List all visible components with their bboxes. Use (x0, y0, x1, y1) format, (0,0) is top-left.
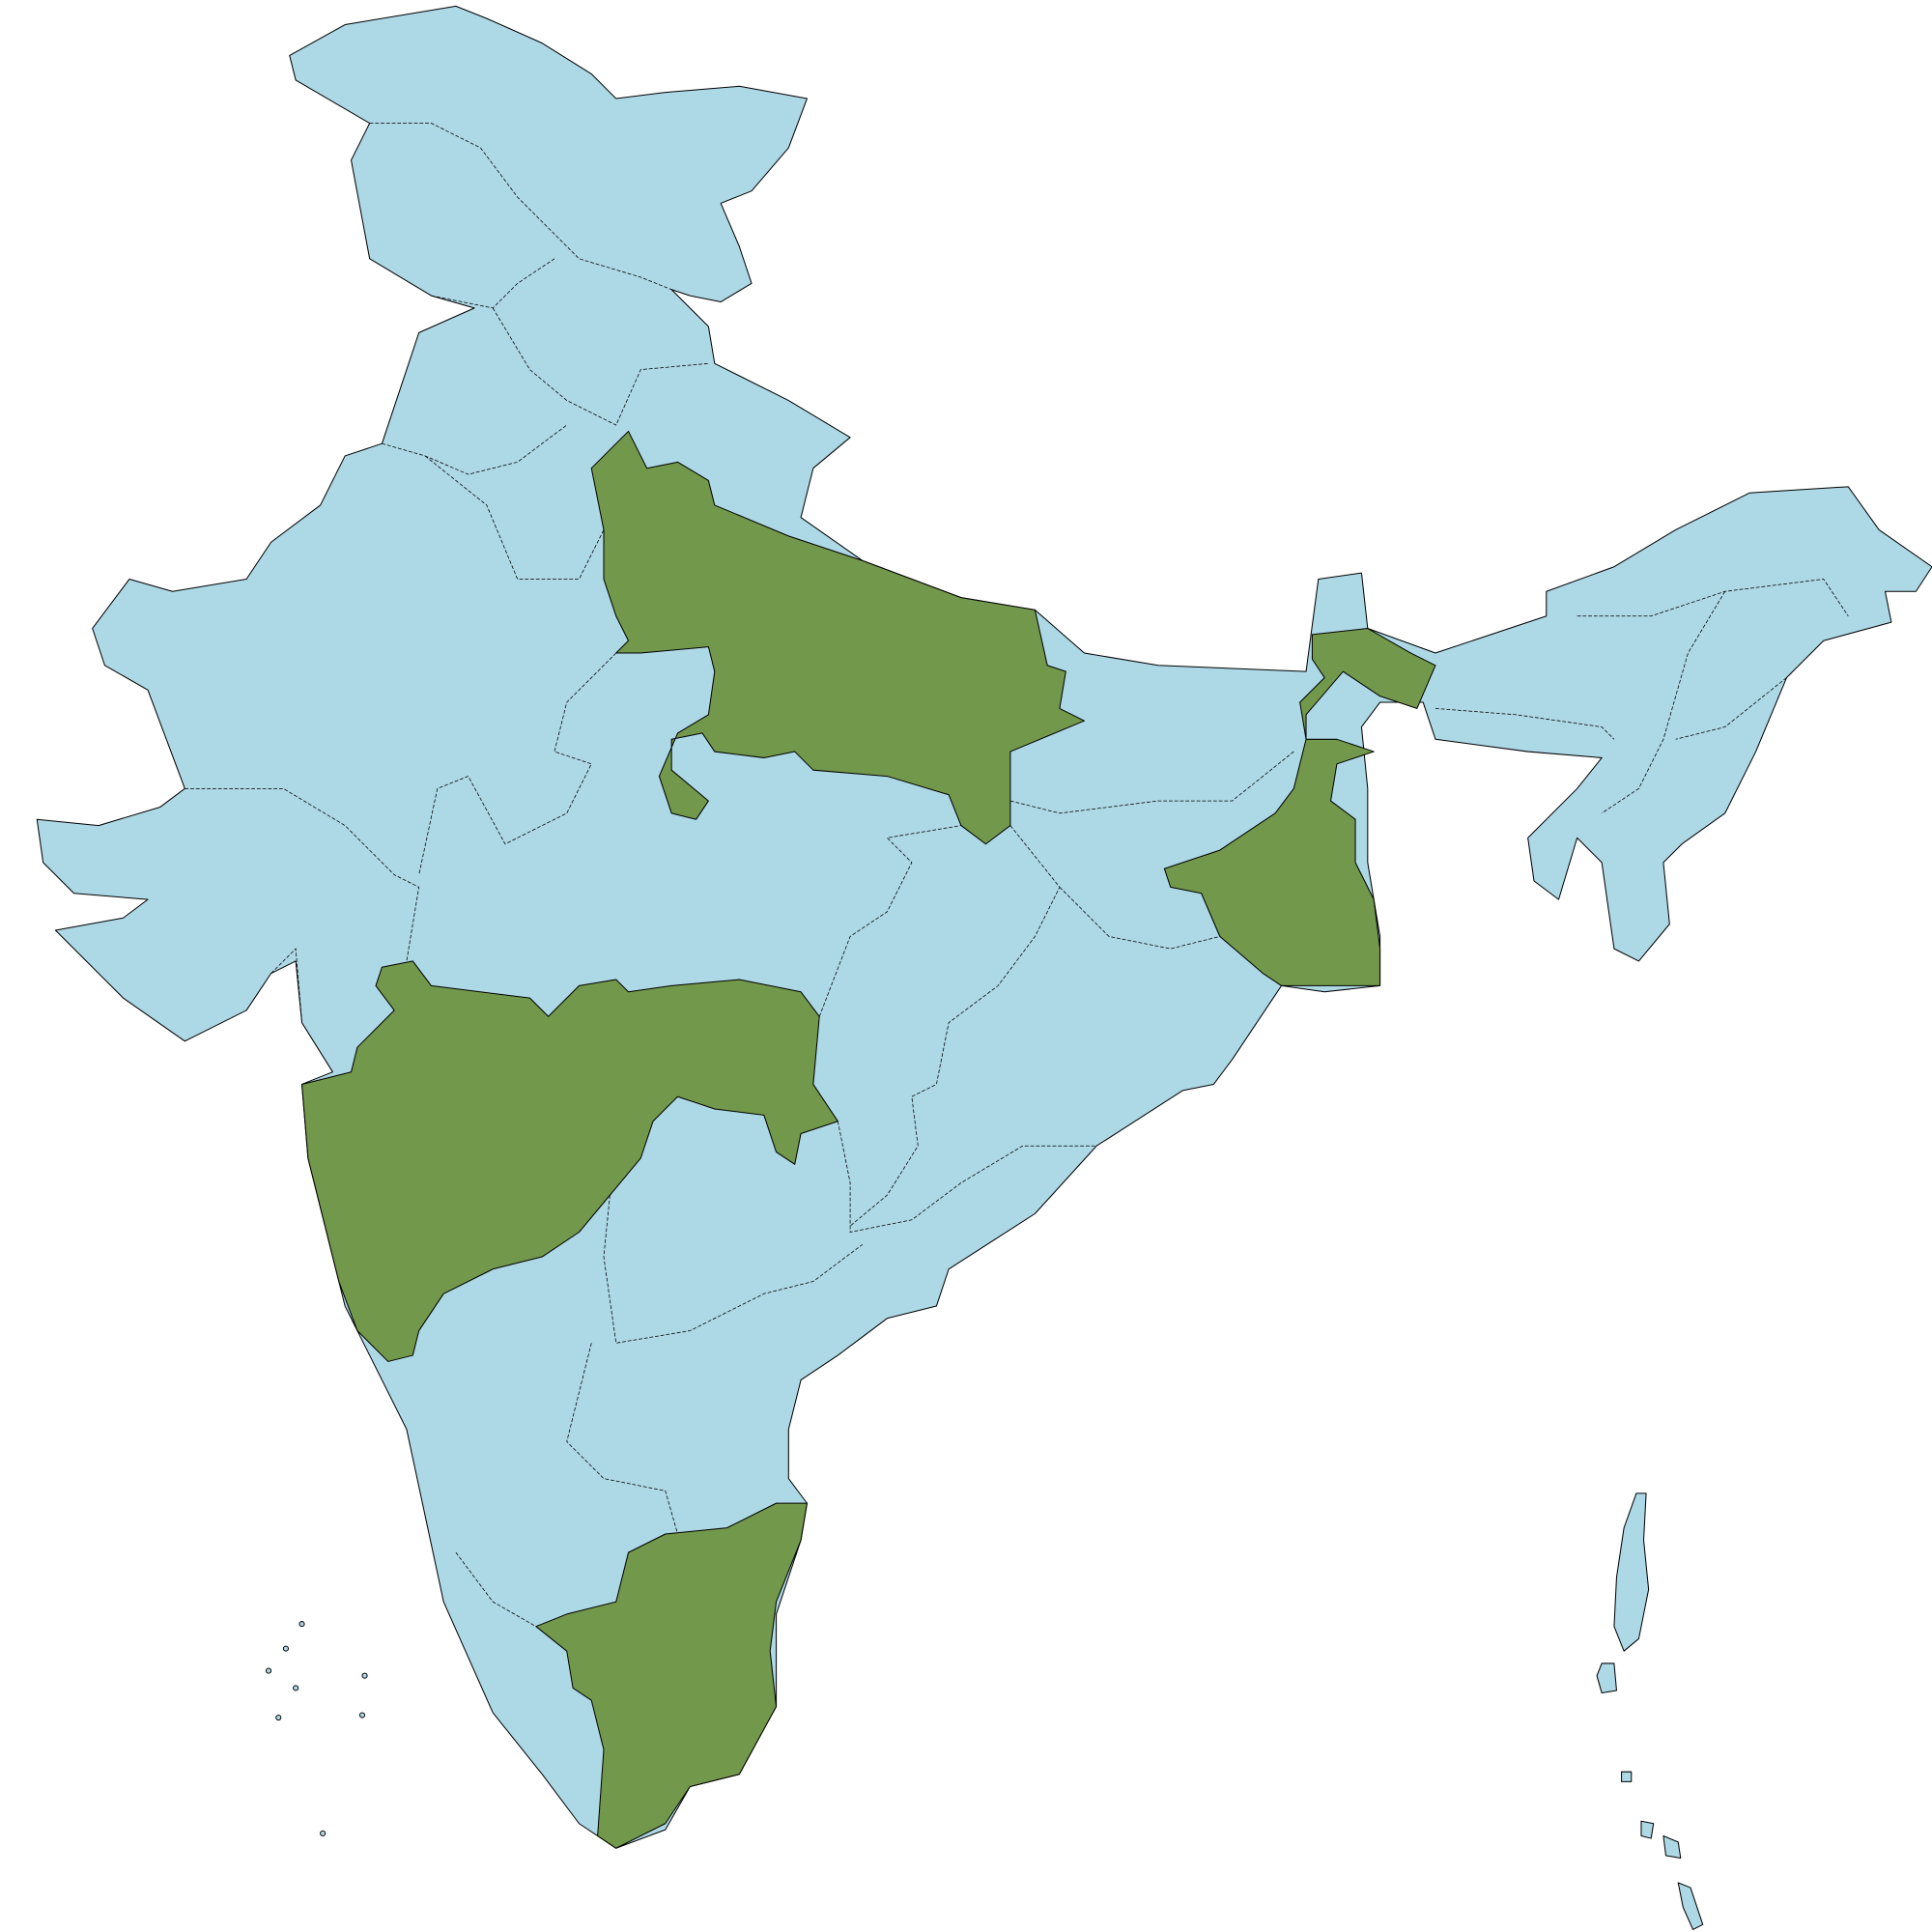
highlighted-region-north (590, 430, 1085, 845)
island (266, 1667, 272, 1674)
nicobar-islands (1640, 1820, 1704, 1930)
state-border (837, 1121, 1097, 1233)
state-border (1675, 677, 1787, 740)
island (293, 1685, 299, 1691)
state-border (492, 307, 709, 426)
state-border (603, 1195, 864, 1344)
state-border (849, 825, 1061, 1227)
state-border (1435, 708, 1615, 740)
island (361, 1672, 368, 1679)
island (298, 1621, 305, 1628)
island (1662, 1834, 1682, 1859)
island (1596, 1662, 1617, 1694)
state-border (818, 825, 961, 1017)
lakshadweep-islands (266, 1621, 368, 1837)
island (1613, 1492, 1650, 1652)
state-border (369, 123, 672, 291)
mainland-outline (36, 5, 1932, 1849)
highlighted-regions (300, 430, 1436, 1849)
state-border (566, 1343, 678, 1535)
andaman-islands (1596, 1492, 1650, 1782)
island (358, 1712, 366, 1719)
state-border (431, 258, 555, 309)
island (282, 1645, 289, 1652)
island (275, 1715, 282, 1721)
state-border (270, 948, 302, 1023)
state-border (382, 424, 567, 475)
highlighted-region-east (1163, 628, 1436, 986)
island (1621, 1771, 1633, 1782)
state-border (185, 787, 420, 961)
state-border (455, 1551, 537, 1628)
state-border (1009, 751, 1294, 814)
island (1640, 1820, 1655, 1839)
highlighted-region-south (535, 1502, 808, 1849)
island (1677, 1882, 1704, 1930)
state-border (1059, 887, 1220, 950)
state-borders (185, 123, 1849, 1628)
highlighted-region-west (300, 960, 838, 1362)
state-border (1601, 591, 1726, 814)
base-regions (36, 5, 1932, 1930)
island (320, 1830, 327, 1837)
state-border (418, 652, 617, 875)
state-border (424, 455, 605, 580)
state-border (1577, 579, 1849, 617)
